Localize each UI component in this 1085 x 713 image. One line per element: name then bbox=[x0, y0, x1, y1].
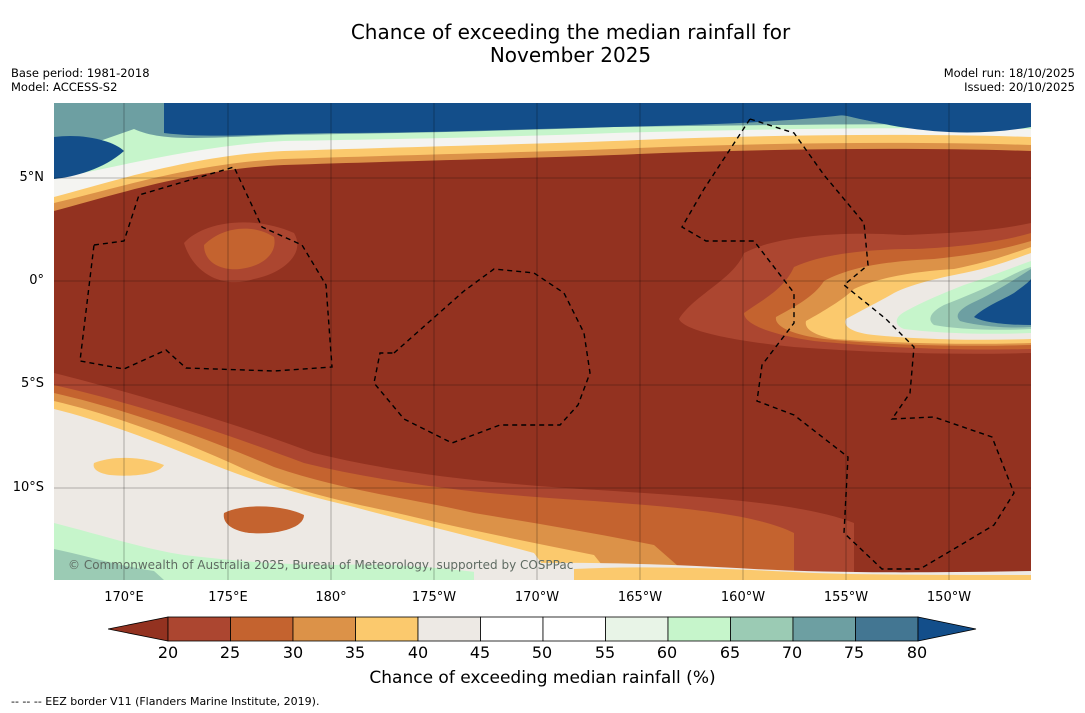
colorbar-cell bbox=[230, 616, 294, 642]
southwest-patch-yellow bbox=[93, 457, 164, 476]
copyright-text: © Commonwealth of Australia 2025, Bureau… bbox=[68, 558, 574, 572]
colorbar-tick: 45 bbox=[469, 643, 491, 662]
colorbar bbox=[108, 616, 977, 642]
colorbar-over-arrow bbox=[917, 616, 977, 642]
colorbar-tick: 40 bbox=[407, 643, 429, 662]
eez-borders bbox=[79, 118, 1015, 570]
meta-left: Base period: 1981-2018 Model: ACCESS-S2 bbox=[11, 66, 150, 94]
colorbar-cell bbox=[792, 616, 856, 642]
colorbar-tick: 75 bbox=[843, 643, 865, 662]
lon-label-150w: 150°W bbox=[926, 590, 972, 605]
north-band-blue-west bbox=[54, 135, 124, 179]
colorbar-tick: 70 bbox=[781, 643, 803, 662]
colorbar-tick: 20 bbox=[157, 643, 179, 662]
graticule bbox=[54, 103, 1031, 580]
title-line-2: November 2025 bbox=[489, 43, 652, 67]
eez-legend-footer: -- -- -- EEZ border V11 (Flanders Marine… bbox=[11, 695, 320, 708]
colorbar-under-arrow bbox=[108, 616, 169, 642]
colorbar-cell bbox=[480, 616, 544, 642]
lon-label-175w: 175°W bbox=[411, 590, 457, 605]
map-canvas bbox=[54, 103, 1031, 580]
issued-date: Issued: 20/10/2025 bbox=[964, 80, 1075, 94]
lon-label-160w: 160°W bbox=[720, 590, 766, 605]
colorbar-tick: 25 bbox=[219, 643, 241, 662]
lon-label-180: 180° bbox=[315, 590, 347, 605]
colorbar-cell bbox=[355, 616, 419, 642]
southwest-patch-orange bbox=[223, 506, 304, 534]
east-tongue-blue bbox=[974, 279, 1031, 325]
model-name: Model: ACCESS-S2 bbox=[11, 80, 118, 94]
colorbar-tick: 30 bbox=[282, 643, 304, 662]
title-line-1: Chance of exceeding the median rainfall … bbox=[350, 20, 791, 44]
colorbar-cell bbox=[417, 616, 481, 642]
southwest-white bbox=[54, 409, 554, 580]
colorbar-cell bbox=[730, 616, 794, 642]
colorbar-cell bbox=[292, 616, 356, 642]
meta-right: Model run: 18/10/2025 Issued: 20/10/2025 bbox=[944, 66, 1075, 94]
colorbar-tick: 55 bbox=[594, 643, 616, 662]
lon-label-170e: 170°E bbox=[104, 590, 144, 605]
lat-label-0: 0° bbox=[29, 273, 44, 288]
colorbar-cell bbox=[605, 616, 669, 642]
colorbar-tick: 50 bbox=[531, 643, 553, 662]
lon-label-155w: 155°W bbox=[823, 590, 869, 605]
southwest-seagreen bbox=[54, 549, 164, 580]
colorbar-cell bbox=[542, 616, 606, 642]
lat-label-5n: 5°N bbox=[19, 170, 45, 185]
colorbar-label: Chance of exceeding median rainfall (%) bbox=[369, 668, 716, 688]
colorbar-cell bbox=[667, 616, 731, 642]
lat-label-10s: 10°S bbox=[12, 480, 44, 495]
north-band-blue-east bbox=[754, 103, 1031, 133]
west-patch-lighter bbox=[204, 228, 275, 270]
model-run: Model run: 18/10/2025 bbox=[943, 66, 1075, 80]
rainfall-map bbox=[54, 103, 1031, 580]
lon-label-175e: 175°E bbox=[208, 590, 248, 605]
lon-label-170w: 170°W bbox=[514, 590, 560, 605]
lat-label-5s: 5°S bbox=[20, 376, 44, 391]
map-title: Chance of exceeding the median rainfall … bbox=[0, 21, 1085, 67]
southwest-green bbox=[54, 523, 494, 580]
colorbar-tick: 60 bbox=[656, 643, 678, 662]
lon-label-165w: 165°W bbox=[617, 590, 663, 605]
colorbar-cells bbox=[167, 616, 919, 642]
eez-central bbox=[373, 268, 591, 444]
colorbar-tick: 80 bbox=[906, 643, 928, 662]
colorbar-cell bbox=[855, 616, 919, 642]
colorbar-tick: 35 bbox=[344, 643, 366, 662]
eez-east bbox=[681, 118, 1015, 570]
south-center-yellow bbox=[574, 567, 1031, 580]
colorbar-tick: 65 bbox=[719, 643, 741, 662]
colorbar-cell bbox=[167, 616, 231, 642]
base-period: Base period: 1981-2018 bbox=[11, 66, 150, 80]
